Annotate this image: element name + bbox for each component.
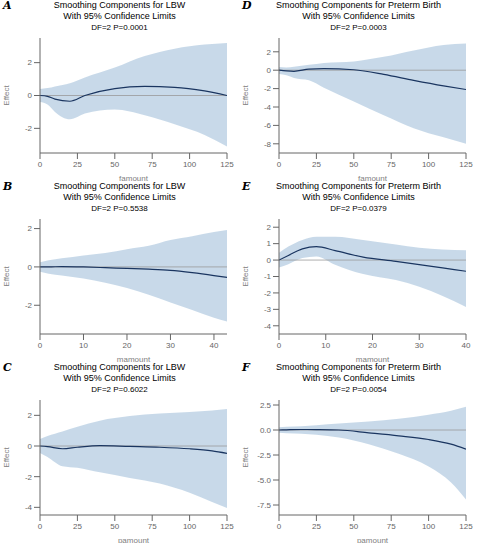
- svg-text:0: 0: [267, 66, 272, 75]
- svg-text:-2: -2: [264, 84, 272, 93]
- svg-text:-4: -4: [264, 322, 272, 331]
- html-text:DF=2 P=0.0054: DF=2 P=0.0054: [330, 385, 387, 394]
- svg-text:25: 25: [312, 160, 321, 169]
- html-text:Smoothing Components for Prete: Smoothing Components for Preterm Birth: [276, 181, 441, 191]
- html-text:Smoothing Components for LBW: Smoothing Components for LBW: [53, 0, 186, 10]
- svg-text:pamount: pamount: [357, 536, 389, 543]
- svg-text:-4: -4: [264, 103, 272, 112]
- svg-text:-1: -1: [264, 272, 272, 281]
- svg-text:Effect: Effect: [241, 85, 250, 106]
- svg-text:75: 75: [387, 160, 396, 169]
- html-text:Smoothing Components for Prete: Smoothing Components for Preterm Birth: [276, 362, 441, 372]
- html-text:D: D: [242, 0, 252, 12]
- html-text:With 95% Confidence Limits: With 95% Confidence Limits: [302, 11, 415, 21]
- html-text:With 95% Confidence Limits: With 95% Confidence Limits: [302, 192, 415, 202]
- svg-text:100: 100: [183, 522, 197, 531]
- html-text:With 95% Confidence Limits: With 95% Confidence Limits: [63, 192, 176, 202]
- svg-text:50: 50: [110, 522, 119, 531]
- svg-text:famount: famount: [358, 174, 388, 181]
- svg-text:2: 2: [28, 411, 33, 420]
- svg-text:50: 50: [349, 522, 358, 531]
- svg-text:-5.0: -5.0: [257, 476, 271, 485]
- svg-text:0: 0: [277, 160, 282, 169]
- svg-text:125: 125: [459, 160, 471, 169]
- svg-text:10: 10: [321, 341, 330, 350]
- html-text:DF=2 P=0.0379: DF=2 P=0.0379: [330, 204, 387, 213]
- html-text:Smoothing Components for LBW: Smoothing Components for LBW: [53, 181, 186, 191]
- html-text:B: B: [3, 180, 13, 193]
- svg-text:-2: -2: [25, 301, 33, 310]
- html-text:Smoothing Components for LBW: Smoothing Components for LBW: [53, 362, 186, 372]
- svg-text:famount: famount: [119, 174, 149, 181]
- svg-text:2: 2: [28, 58, 33, 67]
- svg-text:-2.5: -2.5: [257, 451, 271, 460]
- svg-text:100: 100: [183, 160, 197, 169]
- html-text:E: E: [242, 180, 251, 193]
- svg-text:1: 1: [267, 239, 272, 248]
- svg-text:0: 0: [28, 91, 33, 100]
- svg-text:0: 0: [277, 341, 282, 350]
- svg-text:25: 25: [73, 522, 82, 531]
- svg-text:2: 2: [267, 48, 272, 57]
- svg-text:0.0: 0.0: [260, 426, 272, 435]
- svg-text:Effect: Effect: [241, 266, 250, 287]
- html-text:With 95% Confidence Limits: With 95% Confidence Limits: [302, 373, 415, 383]
- svg-text:-2: -2: [264, 289, 272, 298]
- svg-text:Effect: Effect: [8, 447, 11, 468]
- svg-text:2: 2: [28, 224, 33, 233]
- svg-text:Effect: Effect: [241, 447, 250, 468]
- svg-text:10: 10: [79, 341, 88, 350]
- svg-text:mamount: mamount: [356, 355, 390, 362]
- svg-text:0: 0: [38, 160, 43, 169]
- html-text:DF=2 P=0.0001: DF=2 P=0.0001: [91, 23, 148, 32]
- svg-text:2.5: 2.5: [260, 401, 272, 410]
- html-text:DF=2 P=0.0003: DF=2 P=0.0003: [330, 23, 387, 32]
- svg-text:mamount: mamount: [117, 355, 151, 362]
- svg-text:-8: -8: [264, 140, 272, 149]
- svg-text:125: 125: [220, 522, 234, 531]
- svg-text:0: 0: [267, 256, 272, 265]
- svg-text:30: 30: [166, 341, 175, 350]
- svg-text:-4: -4: [25, 503, 33, 512]
- svg-text:Effect: Effect: [8, 85, 11, 106]
- svg-text:75: 75: [387, 522, 396, 531]
- svg-text:pamount: pamount: [118, 536, 150, 543]
- svg-text:0: 0: [38, 341, 43, 350]
- svg-text:50: 50: [349, 160, 358, 169]
- html-text:Smoothing Components for Prete: Smoothing Components for Preterm Birth: [276, 0, 441, 10]
- svg-text:0: 0: [38, 522, 43, 531]
- html-text:A: A: [3, 0, 12, 12]
- svg-text:0: 0: [28, 263, 33, 272]
- html-text:C: C: [3, 361, 12, 374]
- svg-text:50: 50: [110, 160, 119, 169]
- svg-text:20: 20: [368, 341, 377, 350]
- svg-text:0: 0: [28, 442, 33, 451]
- svg-text:40: 40: [462, 341, 471, 350]
- svg-text:40: 40: [210, 341, 219, 350]
- svg-text:25: 25: [312, 522, 321, 531]
- html-text:With 95% Confidence Limits: With 95% Confidence Limits: [63, 373, 176, 383]
- svg-text:20: 20: [123, 341, 132, 350]
- html-text:F: F: [242, 361, 250, 374]
- svg-text:-2: -2: [25, 473, 33, 482]
- svg-text:125: 125: [220, 160, 234, 169]
- svg-text:75: 75: [148, 160, 157, 169]
- svg-text:2: 2: [267, 223, 272, 232]
- svg-text:-2: -2: [25, 124, 33, 133]
- svg-text:75: 75: [148, 522, 157, 531]
- html-text:With 95% Confidence Limits: With 95% Confidence Limits: [63, 11, 176, 21]
- svg-text:100: 100: [422, 160, 436, 169]
- svg-text:30: 30: [415, 341, 424, 350]
- svg-text:25: 25: [73, 160, 82, 169]
- html-text:DF=2 P=0.6022: DF=2 P=0.6022: [91, 385, 148, 394]
- svg-text:-3: -3: [264, 305, 272, 314]
- svg-text:100: 100: [422, 522, 436, 531]
- svg-text:Effect: Effect: [8, 266, 11, 287]
- svg-text:-7.5: -7.5: [257, 501, 271, 510]
- html-text:DF=2 P=0.5538: DF=2 P=0.5538: [91, 204, 148, 213]
- svg-text:-6: -6: [264, 121, 272, 130]
- svg-text:0: 0: [277, 522, 282, 531]
- svg-text:125: 125: [459, 522, 471, 531]
